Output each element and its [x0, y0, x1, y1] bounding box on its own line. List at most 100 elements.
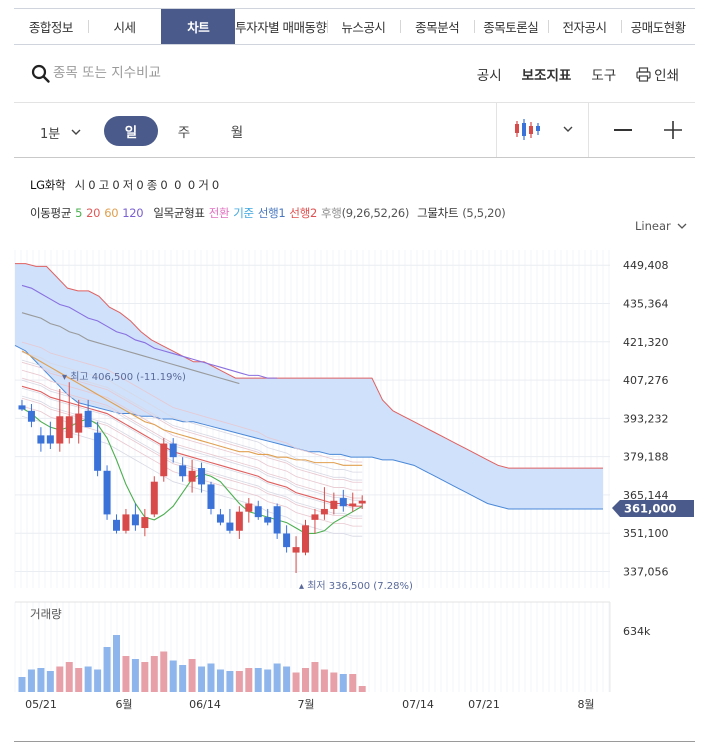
- volume-bar: [311, 662, 319, 692]
- ma-period-5: 5: [75, 206, 83, 220]
- tools-link[interactable]: 도구: [591, 68, 617, 84]
- volume-value: 0: [211, 178, 219, 192]
- net-line: [21, 351, 363, 473]
- period-day-button[interactable]: 일: [104, 116, 158, 146]
- tab-5[interactable]: 종목분석: [400, 9, 474, 44]
- change-percent: 0: [187, 178, 195, 192]
- ichimoku-params: (9,26,52,26): [341, 206, 410, 220]
- candle: [330, 500, 338, 509]
- candle: [245, 503, 253, 512]
- zoom-in-button[interactable]: [663, 120, 683, 140]
- volume-bar: [283, 666, 291, 692]
- volume-label: 거래량: [30, 607, 62, 621]
- candle: [56, 416, 64, 444]
- y-tick-label: 407,276: [623, 374, 669, 387]
- candle: [27, 410, 35, 422]
- chevron-down-icon: [71, 129, 81, 135]
- scale-label: Linear: [635, 219, 671, 233]
- y-tick-label: 393,232: [623, 412, 669, 425]
- candle: [198, 468, 206, 485]
- volume-bar: [188, 659, 196, 692]
- candle: [103, 470, 111, 515]
- period-week-button[interactable]: 주: [177, 125, 191, 141]
- candle: [84, 410, 92, 428]
- volume-label: 거: [198, 178, 209, 192]
- volume-bar: [273, 663, 281, 692]
- candle: [339, 498, 347, 507]
- tab-7[interactable]: 전자공시: [547, 9, 622, 44]
- candle: [235, 511, 243, 531]
- volume-bar: [150, 656, 158, 692]
- ichimoku-line-3: 선행2: [289, 206, 317, 220]
- indicator-legend: 이동평균 5 20 60 120 일목균형표 전환 기준 선행1 선행2 후행(9,26,52,26…: [30, 205, 506, 221]
- candle: [150, 481, 158, 515]
- group-chart-params: (5,5,20): [462, 206, 506, 220]
- indicators-link[interactable]: 보조지표: [521, 68, 572, 84]
- toolbar-links: 공시 보조지표 도구 인쇄: [477, 64, 679, 84]
- volume-bar: [302, 668, 309, 692]
- volume-bar: [349, 674, 357, 692]
- candle: [179, 465, 187, 477]
- open-value: 0: [88, 178, 96, 192]
- low-marker-label: ▴ 최저 336,500 (7.28%): [299, 580, 413, 592]
- candle: [358, 500, 366, 504]
- disclosure-link[interactable]: 공시: [476, 68, 502, 84]
- volume-bar: [235, 671, 243, 692]
- high-marker-label: ▾ 최고 406,500 (-11.19%): [62, 371, 186, 383]
- candle: [302, 525, 309, 553]
- print-button[interactable]: 인쇄: [636, 64, 679, 84]
- divider: [588, 103, 589, 157]
- tab-1[interactable]: 시세: [87, 9, 162, 44]
- volume-bar: [339, 674, 347, 692]
- candle: [94, 432, 102, 471]
- tab-2[interactable]: 차트: [161, 9, 236, 44]
- volume-bar: [216, 669, 224, 692]
- ichimoku-cloud: [15, 263, 603, 509]
- open-label: 시: [74, 178, 86, 192]
- volume-bar: [198, 666, 206, 692]
- candle: [75, 413, 83, 433]
- section-tabs: 종합정보 시세 차트 투자자별 매매동향 뉴스공시 종목분석 종목토론실 전자공시 공매도현황: [14, 8, 695, 45]
- period-toolbar: 1분 일 주 월: [14, 103, 695, 158]
- tab-0[interactable]: 종합정보: [28, 20, 74, 35]
- candlestick-chart-icon[interactable]: [513, 117, 543, 143]
- candle: [65, 416, 73, 439]
- net-line: [21, 379, 363, 501]
- minute-dropdown-label: 1분: [40, 127, 61, 142]
- scale-dropdown[interactable]: Linear: [635, 219, 687, 233]
- candle: [131, 514, 139, 526]
- net-line: [21, 377, 363, 499]
- tab-4[interactable]: 뉴스공시: [326, 9, 401, 44]
- leading-span-2-line: [15, 263, 603, 469]
- period-month-button[interactable]: 월: [230, 125, 244, 141]
- lagging-span-line: [21, 312, 240, 385]
- current-price-tag: [612, 500, 694, 517]
- volume-bar: [37, 668, 45, 692]
- x-tick-label: 07/14: [402, 698, 434, 711]
- ichimoku-line-2: 선행1: [257, 206, 286, 220]
- tab-8[interactable]: 공매도현황: [621, 9, 695, 44]
- candle: [18, 405, 26, 410]
- high-label: 고: [98, 178, 110, 192]
- search-input[interactable]: [53, 63, 293, 83]
- volume-bar: [358, 686, 366, 692]
- chart-type-chevron-icon[interactable]: [562, 126, 574, 134]
- minute-dropdown[interactable]: 1분: [40, 123, 82, 142]
- volume-bar: [160, 651, 168, 692]
- volume-bar: [122, 656, 130, 692]
- group-chart-label: 그물차트: [417, 206, 459, 220]
- high-value: 0: [112, 178, 120, 192]
- volume-bar: [75, 668, 83, 692]
- volume-bar: [264, 669, 272, 692]
- tab-3[interactable]: 투자자별 매매동향: [235, 20, 327, 35]
- ichimoku-line-1: 기준: [233, 206, 254, 220]
- low-label: 저: [122, 178, 134, 192]
- volume-bar: [226, 671, 234, 692]
- zoom-out-button[interactable]: [614, 129, 632, 131]
- candle: [207, 484, 215, 509]
- tab-6[interactable]: 종목토론실: [473, 9, 548, 44]
- search-icon[interactable]: [31, 64, 51, 84]
- candle: [188, 470, 196, 482]
- volume-bar: [131, 659, 139, 692]
